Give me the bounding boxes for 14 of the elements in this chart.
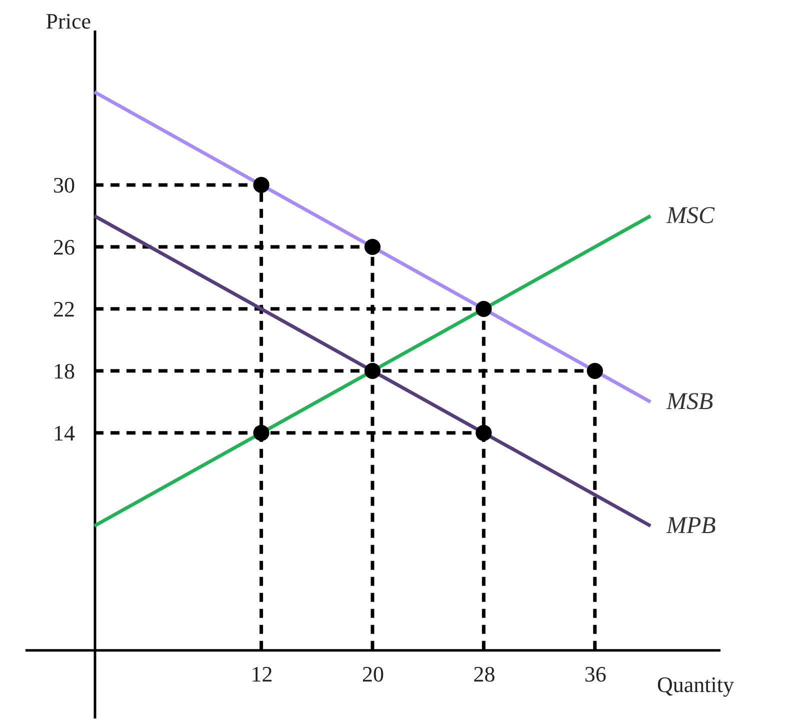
y-tick-label: 18 (53, 358, 75, 384)
x-axis-title: Quantity (657, 672, 734, 697)
series-label: MSB (666, 388, 714, 415)
y-axis-title: Price (46, 8, 91, 34)
y-tick-label: 22 (53, 296, 75, 322)
x-tick-label: 20 (362, 661, 384, 686)
series-label: MSC (666, 202, 716, 229)
x-tick-label: 28 (473, 661, 496, 686)
x-tick-label: 36 (584, 661, 606, 686)
x-tick-label: 12 (250, 661, 273, 686)
y-tick-label: 14 (53, 420, 75, 446)
y-tick-label: 30 (53, 172, 75, 198)
series-label: MPB (666, 512, 716, 539)
y-tick-label: 26 (53, 234, 75, 260)
